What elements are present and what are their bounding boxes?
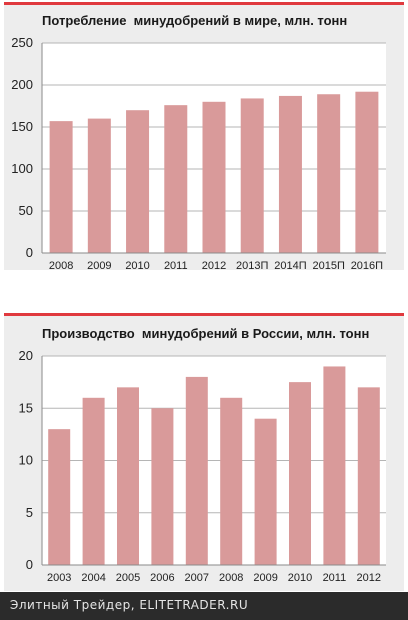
x-tick-label: 2008 <box>49 260 73 270</box>
bar <box>357 387 380 565</box>
x-tick-label: 2012 <box>357 572 381 584</box>
bar <box>151 408 174 565</box>
bar <box>87 118 111 253</box>
chart-title-world: Потребление минудобрений в мире, млн. то… <box>42 13 348 28</box>
chart-russia: 0 5 10 15 20 2003 2004 2005 2006 2007 2008 2009 2010… <box>19 348 386 584</box>
chart-panel-russia: Производство минудобрений в России, млн.… <box>4 313 404 591</box>
footer-text: Элитный Трейдер, ELITETRADER.RU <box>10 598 249 612</box>
bar <box>48 429 71 565</box>
bar <box>164 105 188 253</box>
y-tick-label: 150 <box>11 119 33 134</box>
bar <box>220 397 243 565</box>
x-tick-label: 2006 <box>150 572 174 584</box>
bar <box>317 94 341 254</box>
y-tick-label: 0 <box>26 245 33 260</box>
y-tick-label: 50 <box>19 203 33 218</box>
y-tick-label: 250 <box>11 35 33 50</box>
bar <box>126 110 150 253</box>
bar <box>289 382 311 565</box>
x-tick-label: 2009 <box>87 260 111 270</box>
x-tick-label: 2013П <box>236 260 268 270</box>
y-tick-label: 200 <box>11 77 33 92</box>
x-tick-label: 2016П <box>351 260 383 270</box>
bar <box>240 98 264 253</box>
bar <box>278 95 302 253</box>
bar <box>49 121 73 254</box>
y-tick-label: 5 <box>26 505 33 520</box>
x-tick-label: 2012 <box>202 260 226 270</box>
x-tick-label: 2015П <box>312 260 344 270</box>
bar <box>82 397 105 565</box>
y-tick-label: 100 <box>11 161 33 176</box>
x-tick-label: 2009 <box>253 572 277 584</box>
x-tick-label: 2011 <box>164 260 188 270</box>
chart-world: 0 50 100 150 200 250 2008 2009 2010 2011 2012 2013П… <box>11 35 386 270</box>
x-tick-label: 2010 <box>288 572 312 584</box>
x-tick-label: 2004 <box>81 572 105 584</box>
bar <box>185 376 208 565</box>
bar <box>323 366 346 565</box>
bar <box>355 91 379 253</box>
y-tick-label: 10 <box>19 453 33 468</box>
chart-title-russia: Производство минудобрений в России, млн.… <box>42 326 370 341</box>
y-tick-label: 15 <box>19 400 33 415</box>
y-tick-label: 20 <box>19 348 33 363</box>
x-tick-label: 2008 <box>219 572 243 584</box>
bar <box>254 418 277 565</box>
bar <box>202 101 226 253</box>
x-tick-label: 2011 <box>323 572 347 584</box>
x-tick-label: 2005 <box>116 572 140 584</box>
footer-bar: Элитный Трейдер, ELITETRADER.RU <box>0 592 408 620</box>
x-tick-label: 2007 <box>185 572 209 584</box>
x-tick-label: 2014П <box>274 260 306 270</box>
bar <box>117 387 139 565</box>
x-tick-label: 2003 <box>47 572 71 584</box>
chart-panel-world: Потребление минудобрений в мире, млн. то… <box>4 2 404 270</box>
x-tick-label: 2010 <box>125 260 149 270</box>
y-tick-label: 0 <box>26 557 33 572</box>
